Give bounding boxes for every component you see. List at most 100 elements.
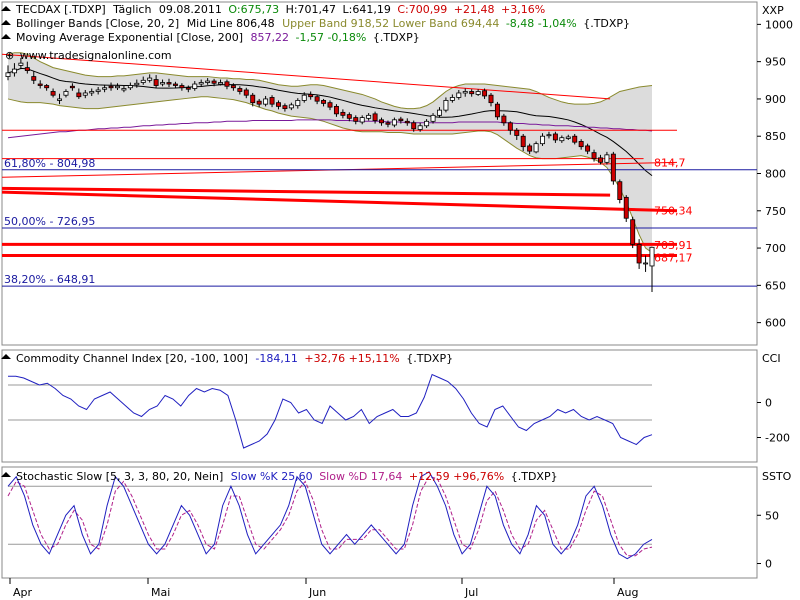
candle-body	[160, 82, 166, 85]
main-axis-title: XXP	[762, 4, 784, 17]
candle-body	[102, 87, 108, 90]
ema-name: Moving Average Exponential [Close, 200]	[16, 31, 243, 44]
candle-body	[230, 85, 236, 89]
candle-body	[385, 122, 391, 125]
candle-body	[552, 133, 558, 141]
candle-body	[411, 122, 417, 130]
x-axis-label: Mai	[151, 586, 170, 599]
close-value: C:700,99	[397, 3, 447, 16]
stoch-name: Stochastic Slow [5, 3, 3, 80, 20, Nein]	[16, 470, 223, 483]
cci-axis-title: CCI	[762, 352, 781, 365]
candle-body	[108, 85, 114, 89]
resistance-level-label: 750,34	[654, 205, 693, 218]
candle-body	[572, 135, 578, 143]
candle-body	[89, 91, 95, 94]
fib-level-label: 38,20% - 648,91	[4, 273, 95, 286]
candle-body	[604, 154, 610, 163]
candle-body	[63, 91, 69, 96]
main-ytick-label: 850	[765, 130, 786, 143]
candle-body	[333, 105, 339, 115]
candle-body	[404, 120, 410, 124]
bollinger-mid-line	[7, 67, 653, 177]
ema-value: 857,22	[251, 31, 290, 44]
candle-body	[205, 80, 211, 83]
resistance-line	[1, 53, 611, 100]
candle-body	[301, 94, 307, 101]
collapse-triangle-icon[interactable]	[1, 20, 11, 25]
candle-body	[147, 77, 153, 81]
collapse-triangle-icon[interactable]	[1, 6, 11, 11]
date-label: 09.08.2011	[159, 3, 222, 16]
candle-body	[327, 102, 333, 108]
resistance-level-label: 814,7	[654, 157, 686, 170]
ema200-line	[7, 119, 653, 139]
collapse-triangle-icon[interactable]	[1, 472, 11, 477]
candle-body	[488, 94, 494, 104]
candle-body	[314, 96, 320, 102]
bollinger-name: Bollinger Bands [Close, 20, 2]	[16, 17, 179, 30]
cci-name: Commodity Channel Index [20, -100, 100]	[16, 352, 248, 365]
bollinger-change: -8,48 -1,04%	[506, 17, 577, 30]
candle-body	[469, 91, 475, 95]
main-ytick-label: 950	[765, 56, 786, 69]
resistance-level-label: 703,91	[654, 239, 693, 252]
candle-body	[443, 100, 449, 111]
candle-body	[153, 79, 159, 86]
candle-body	[282, 105, 288, 110]
cci-ytick-label: -200	[765, 432, 790, 445]
change-pct-value: +3,16%	[501, 3, 545, 16]
x-axis-label: Jun	[308, 586, 326, 599]
stoch-d-line	[7, 476, 653, 557]
candle-body	[578, 141, 584, 148]
candle-body	[224, 81, 230, 87]
candle-body	[430, 114, 436, 122]
symbol-label: TECDAX [.TDXP]	[15, 3, 106, 16]
stoch-k: Slow %K 25,60	[231, 470, 313, 483]
candle-body	[50, 91, 56, 96]
candle-body	[494, 103, 500, 118]
candle-body	[82, 92, 88, 96]
candle-body	[269, 97, 275, 105]
candle-body	[507, 122, 513, 131]
candle-body	[24, 67, 30, 72]
candle-body	[5, 72, 11, 77]
main-ytick-label: 750	[765, 205, 786, 218]
candle-body	[263, 98, 269, 105]
main-ytick-label: 800	[765, 168, 786, 181]
candle-body	[121, 88, 127, 91]
main-ytick-label: 1000	[765, 18, 793, 31]
stoch-d: Slow %D 17,64	[319, 470, 402, 483]
cci-symbol: {.TDXP}	[406, 352, 453, 365]
candle-body	[44, 85, 50, 89]
candle-body	[37, 83, 43, 86]
stoch-panel	[1, 466, 758, 579]
x-axis-label: Aug	[617, 586, 638, 599]
stoch-ytick-label: 0	[765, 558, 772, 571]
candle-body	[353, 117, 359, 122]
resistance-line	[1, 186, 611, 197]
bollinger-symbol: {.TDXP}	[583, 17, 630, 30]
candle-body	[398, 118, 404, 121]
candle-body	[250, 94, 256, 104]
candle-body	[115, 85, 120, 89]
candle-body	[127, 85, 133, 89]
stoch-symbol: {.TDXP}	[511, 470, 558, 483]
collapse-triangle-icon[interactable]	[1, 34, 11, 39]
candle-body	[643, 262, 649, 265]
candle-body	[359, 117, 365, 123]
change-value: +21,48	[454, 3, 495, 16]
candle-body	[192, 83, 198, 89]
candle-body	[57, 98, 62, 101]
watermark-icon: ⊕	[5, 49, 14, 62]
candle-body	[437, 109, 442, 116]
candle-body	[520, 135, 526, 148]
fib-level-label: 50,00% - 726,95	[4, 215, 95, 228]
candle-body	[140, 79, 146, 83]
candle-body	[391, 119, 397, 126]
candle-body	[288, 104, 294, 109]
high-value: H:701,47	[286, 3, 336, 16]
candle-body	[243, 89, 249, 96]
candle-body	[379, 119, 384, 124]
collapse-triangle-icon[interactable]	[1, 354, 11, 359]
